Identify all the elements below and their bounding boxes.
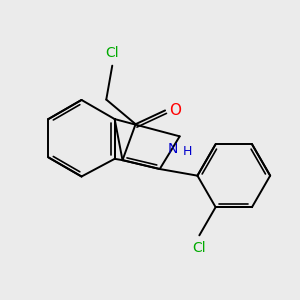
Text: H: H	[183, 145, 193, 158]
Text: N: N	[168, 142, 178, 156]
Text: Cl: Cl	[193, 241, 206, 255]
Text: Cl: Cl	[105, 46, 119, 60]
Text: O: O	[169, 103, 181, 118]
